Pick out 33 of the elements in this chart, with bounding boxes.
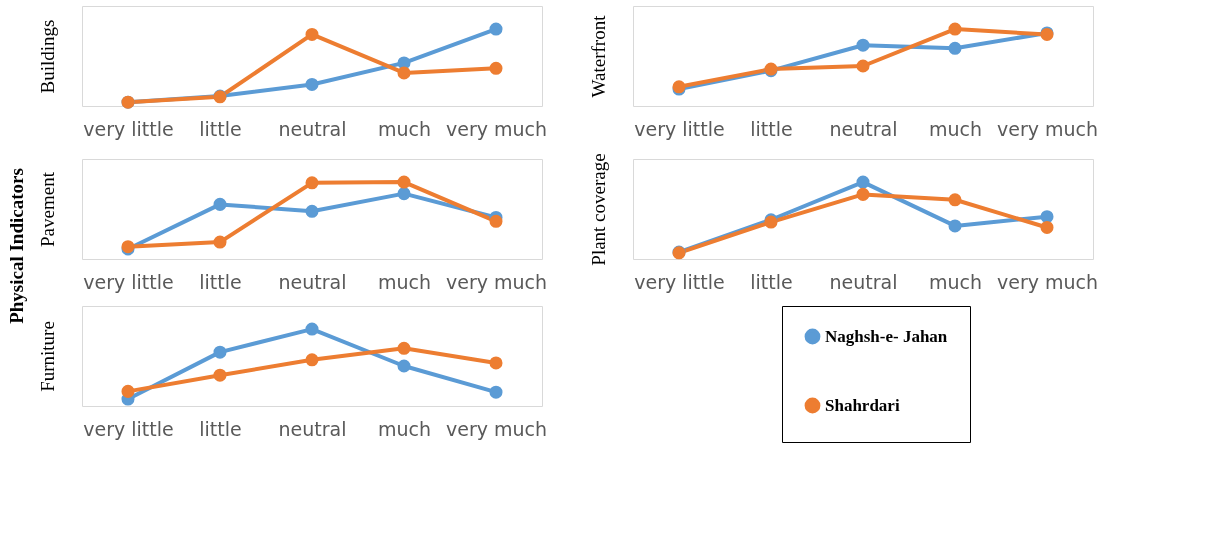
x-tick-label: much — [928, 117, 983, 140]
x-tick-label: little — [199, 270, 242, 293]
x-tick-label: much — [377, 270, 432, 293]
x-tick-label: little — [199, 417, 242, 440]
y-axis-title: Furniture — [36, 321, 58, 392]
x-tick-label: neutral — [829, 270, 898, 293]
y-axis-title: Waterfront — [587, 14, 609, 98]
x-tick-label: very much — [445, 417, 548, 440]
x-tick-label: very much — [445, 270, 548, 293]
y-axis-title: Pavement — [36, 171, 58, 247]
x-tick-label: very much — [996, 270, 1099, 293]
x-tick-label: neutral — [829, 117, 898, 140]
x-tick-label: much — [928, 270, 983, 293]
x-tick-label: neutral — [278, 417, 347, 440]
text: Physical Indicators — [6, 168, 27, 324]
x-tick-label: very much — [445, 117, 548, 140]
legend-label: Shahrdari — [825, 395, 900, 415]
x-tick-label: very little — [83, 417, 174, 440]
x-tick-label: very little — [634, 117, 725, 140]
x-tick-label: little — [199, 117, 242, 140]
legend-label: Naghsh-e- Jahan — [825, 326, 948, 346]
x-tick-label: very little — [83, 117, 174, 140]
x-tick-label: much — [377, 117, 432, 140]
x-tick-label: very much — [996, 117, 1099, 140]
y-axis-title: Buildings — [36, 19, 58, 94]
x-tick-label: neutral — [278, 270, 347, 293]
x-tick-label: little — [750, 117, 793, 140]
x-tick-label: little — [750, 270, 793, 293]
x-tick-label: very little — [634, 270, 725, 293]
x-tick-label: very little — [83, 270, 174, 293]
y-axis-title: Plant coverage — [587, 153, 609, 266]
x-tick-label: neutral — [278, 117, 347, 140]
x-tick-label: much — [377, 417, 432, 440]
